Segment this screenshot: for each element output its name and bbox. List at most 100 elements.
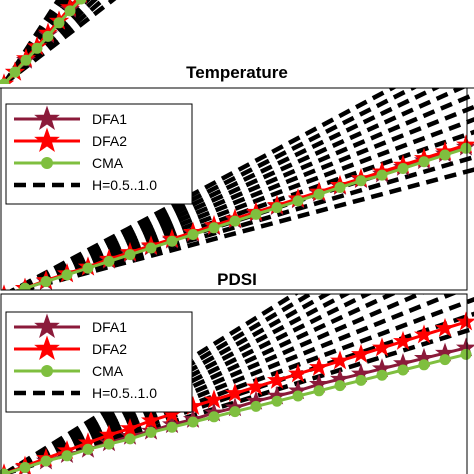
reference-line-h-0_5 [2, 0, 117, 84]
data-point-cma [31, 42, 43, 54]
data-point-cma [187, 416, 199, 428]
data-point-cma [166, 235, 178, 247]
data-point-cma [292, 390, 304, 402]
data-point-cma [271, 202, 283, 214]
data-point-dfa2 [329, 350, 351, 370]
reference-line-h-0_7 [3, 294, 426, 474]
data-point-cma [439, 354, 451, 366]
data-point-cma [19, 282, 31, 290]
reference-line-h-0_75 [3, 294, 398, 474]
legend-temperature: DFA1 DFA2 CMA H=0.5..1.0 [5, 103, 193, 205]
legend-entry-dfa2: DFA2 [14, 127, 127, 152]
reference-line-h-0_55 [2, 0, 107, 84]
data-point-cma [20, 54, 32, 66]
data-point-dfa2 [371, 337, 393, 357]
reference-line-h-0_75 [10, 104, 474, 290]
data-point-cma [439, 149, 451, 161]
data-point-cma [0, 78, 10, 84]
reference-line-h-0_8 [9, 92, 474, 290]
legend-pdsi: DFA1 DFA2 CMA H=0.5..1.0 [5, 311, 193, 413]
legend-marker-dfa2 [34, 335, 60, 360]
data-point-cma [397, 162, 409, 174]
panel-pdsi: DFA1 DFA2 CMA H=0.5..1.0 [0, 293, 474, 474]
legend-label-dfa1: DFA1 [92, 111, 127, 127]
legend-entry-dfa1: DFA1 [14, 313, 127, 338]
data-point-cma [61, 450, 73, 462]
data-point-dfa2 [455, 311, 474, 331]
data-point-cma [61, 269, 73, 281]
data-point-dfa2 [308, 356, 330, 376]
legend-label-reference: H=0.5..1.0 [92, 177, 157, 193]
axes-box-pdsi [0, 293, 468, 474]
data-point-cma [166, 421, 178, 433]
data-point-cma [313, 385, 325, 397]
data-point-cma [418, 359, 430, 371]
data-point-cma [187, 229, 199, 241]
data-point-cma [75, 0, 87, 5]
data-point-dfa2 [350, 343, 372, 363]
data-point-cma [9, 66, 21, 78]
legend-entry-cma: CMA [14, 155, 124, 171]
legend-label-cma: CMA [92, 363, 124, 379]
data-point-cma [229, 406, 241, 418]
data-point-cma [334, 181, 346, 193]
data-point-dfa2 [434, 317, 456, 337]
data-point-cma [376, 369, 388, 381]
data-point-cma [19, 462, 31, 473]
data-point-dfa2 [224, 382, 246, 402]
data-point-cma [355, 175, 367, 187]
data-point-dfa2 [392, 330, 414, 350]
reference-line-h-0_85 [9, 88, 467, 290]
legend-entry-reference: H=0.5..1.0 [14, 385, 157, 401]
legend-label-cma: CMA [92, 155, 124, 171]
data-point-cma [313, 188, 325, 200]
legend-marker-cma [41, 365, 53, 377]
reference-line-h-0_9 [9, 88, 441, 290]
data-point-dfa2 [266, 369, 288, 389]
series-group-temperature [1, 134, 474, 290]
data-point-cma [397, 364, 409, 376]
legend-marker-dfa2 [34, 127, 60, 152]
series-group-top [0, 0, 88, 84]
legend-entry-dfa1: DFA1 [14, 105, 127, 130]
legend-marker-dfa1 [34, 313, 60, 338]
data-point-cma [40, 276, 52, 288]
legend-label-dfa2: DFA2 [92, 341, 127, 357]
data-point-dfa2 [140, 410, 162, 430]
data-point-cma [376, 169, 388, 181]
data-point-cma [82, 443, 94, 455]
legend-entry-cma: CMA [14, 363, 124, 379]
reference-line-h-1 [8, 88, 397, 290]
data-point-cma [460, 142, 472, 154]
series-group-pdsi [0, 311, 474, 474]
data-point-cma [53, 17, 65, 29]
legend-entry-dfa2: DFA2 [14, 335, 127, 360]
data-point-cma [229, 215, 241, 227]
data-point-dfa2 [2, 284, 6, 290]
data-point-cma [145, 242, 157, 254]
panel-top [0, 0, 117, 84]
data-point-cma [82, 262, 94, 274]
panel-temperature: DFA1 DFA2 CMA H=0.5..1.0 [0, 87, 474, 291]
reference-line-h-0_65 [3, 294, 458, 474]
legend-marker-cma [41, 157, 53, 169]
data-point-cma [0, 468, 10, 474]
legend-box [5, 311, 193, 413]
data-point-dfa2 [203, 389, 225, 409]
data-point-cma [460, 348, 472, 360]
data-point-cma [418, 156, 430, 168]
reference-line-h-1 [2, 0, 62, 84]
data-point-cma [208, 411, 220, 423]
legend-marker-dfa1 [34, 105, 60, 130]
legend-box [5, 103, 193, 205]
data-point-dfa2 [245, 376, 267, 396]
data-point-cma [124, 249, 136, 261]
data-point-cma [124, 433, 136, 445]
data-point-cma [42, 30, 54, 42]
data-point-cma [103, 255, 115, 267]
data-point-cma [64, 5, 76, 17]
data-point-cma [334, 380, 346, 392]
data-point-dfa2 [413, 324, 435, 344]
data-point-cma [208, 222, 220, 234]
legend-label-dfa2: DFA2 [92, 133, 127, 149]
